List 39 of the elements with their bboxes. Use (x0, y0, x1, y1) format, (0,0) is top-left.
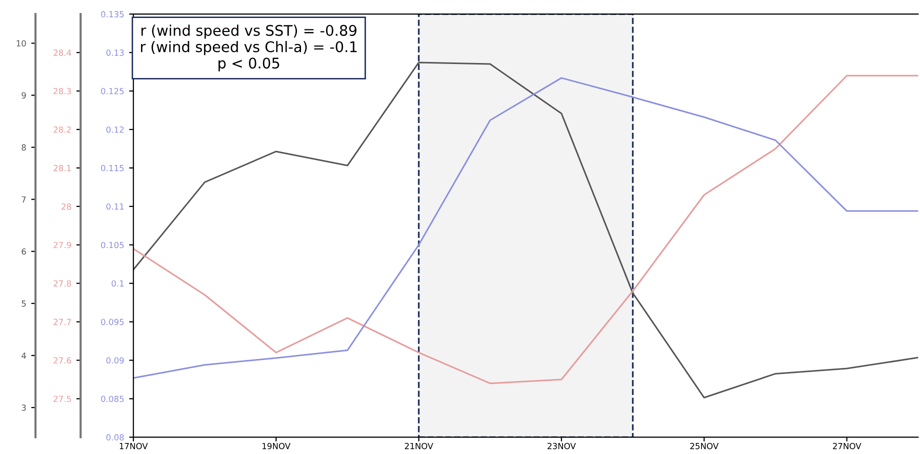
y2-tick-label: 27.5 (54, 396, 71, 402)
x-tick-label: 25NOV (690, 442, 719, 450)
x-tick-label: 17NOV (120, 442, 148, 450)
y2-tick-label: 28 (62, 203, 72, 210)
x-tick-label: 19NOV (262, 442, 290, 450)
x-tick-label: 21NOV (404, 442, 434, 450)
annotation: r (wind speed vs SST) = -0.89 (141, 24, 356, 39)
y3-tick-label: 0.1 (112, 280, 124, 287)
y3-tick-label: 0.11 (106, 203, 124, 210)
y3-tick-label: 0.09 (106, 357, 124, 364)
annotation: r (wind speed vs Chl-a) = -0.1 (141, 40, 357, 56)
x-tick-label: 27NOV (832, 442, 862, 450)
y-tick-label: 8 (22, 144, 26, 151)
y2-tick-label: 28.1 (54, 164, 71, 172)
y3-tick-label: 0.105 (101, 242, 124, 248)
y2-tick-label: 28.3 (54, 88, 71, 94)
y-tick-label: 4 (22, 352, 26, 359)
annotation: p < 0.05 (218, 58, 280, 72)
y3-tick-label: 0.135 (101, 11, 124, 18)
y-tick-label: 10 (16, 40, 26, 47)
y2-tick-label: 28.2 (54, 126, 71, 133)
y2-tick-label: 27.9 (54, 242, 72, 248)
y-tick-label: 5 (22, 300, 26, 307)
y3-tick-label: 0.085 (101, 396, 124, 402)
y3-tick-label: 0.125 (101, 88, 124, 94)
y2-tick-label: 28.4 (54, 50, 72, 56)
x-tick-label: 23NOV (548, 442, 576, 450)
y-tick-label: 6 (22, 248, 26, 255)
y3-tick-label: 0.08 (106, 434, 124, 440)
y3-tick-label: 0.115 (101, 164, 124, 172)
y2-tick-label: 27.8 (54, 280, 72, 287)
y2-tick-label: 27.7 (54, 318, 71, 325)
y-tick-label: 3 (22, 404, 26, 411)
y3-tick-label: 0.13 (106, 50, 124, 56)
y-tick-label: 7 (22, 196, 26, 203)
y3-tick-label: 0.095 (101, 318, 124, 326)
y2-tick-label: 27.6 (54, 357, 72, 364)
y-tick-label: 9 (22, 92, 26, 99)
y3-tick-label: 0.12 (106, 126, 124, 133)
